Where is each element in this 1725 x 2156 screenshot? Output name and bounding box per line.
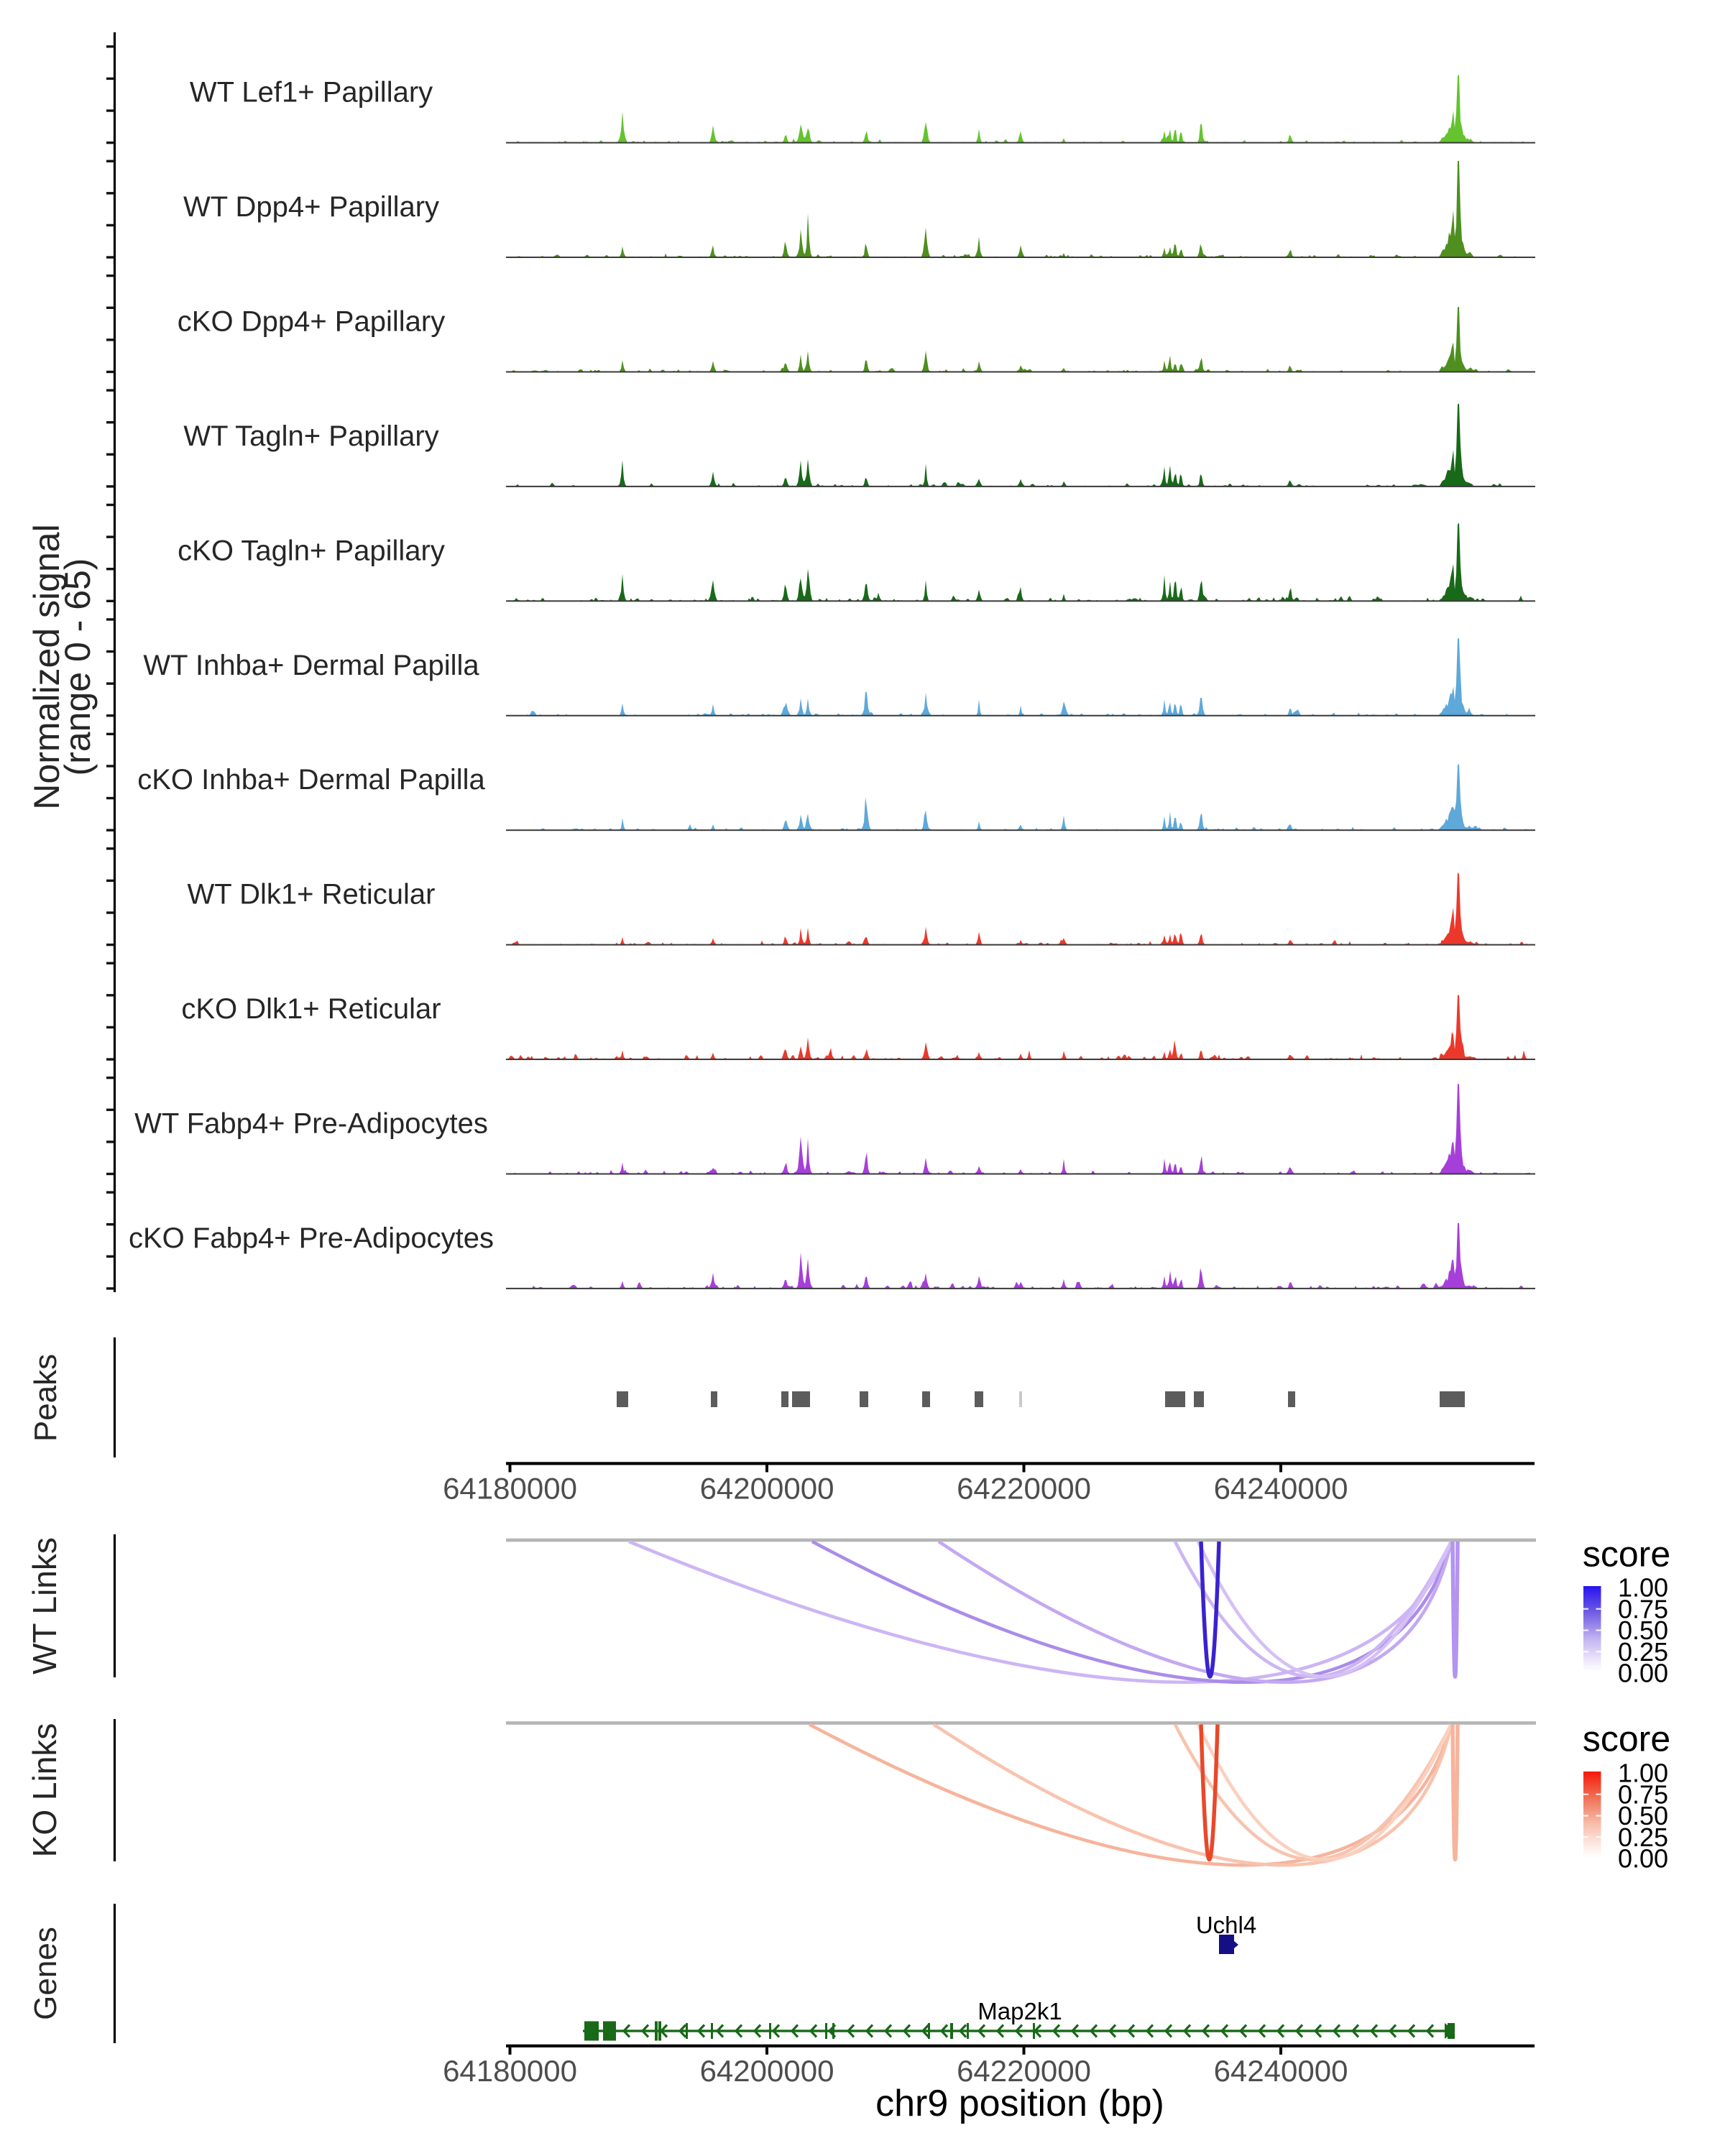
- svg-text:cKO Tagln+ Papillary: cKO Tagln+ Papillary: [178, 535, 445, 566]
- svg-text:Uchl4: Uchl4: [1196, 1912, 1256, 1938]
- svg-text:score: score: [1583, 1534, 1670, 1575]
- svg-text:WT Tagln+ Papillary: WT Tagln+ Papillary: [183, 420, 438, 452]
- svg-text:(range 0 - 65): (range 0 - 65): [58, 558, 98, 776]
- svg-text:cKO Dpp4+ Papillary: cKO Dpp4+ Papillary: [178, 305, 445, 337]
- svg-text:WT Inhba+ Dermal Papilla: WT Inhba+ Dermal Papilla: [143, 650, 479, 681]
- svg-text:1.00: 1.00: [1618, 1573, 1668, 1603]
- svg-text:0.25: 0.25: [1618, 1637, 1668, 1667]
- svg-text:WT Links: WT Links: [26, 1537, 63, 1674]
- svg-text:WT Lef1+ Papillary: WT Lef1+ Papillary: [190, 77, 433, 109]
- svg-text:0.00: 0.00: [1618, 1659, 1668, 1688]
- svg-text:WT Fabp4+ Pre-Adipocytes: WT Fabp4+ Pre-Adipocytes: [134, 1107, 488, 1139]
- svg-text:64220000: 64220000: [957, 2054, 1091, 2088]
- svg-text:Map2k1: Map2k1: [978, 1998, 1062, 2024]
- svg-text:cKO Fabp4+ Pre-Adipocytes: cKO Fabp4+ Pre-Adipocytes: [129, 1222, 494, 1254]
- svg-text:0.25: 0.25: [1618, 1823, 1668, 1852]
- svg-text:64240000: 64240000: [1214, 1471, 1348, 1505]
- svg-text:64180000: 64180000: [443, 1471, 577, 1505]
- svg-text:64200000: 64200000: [700, 1471, 834, 1505]
- svg-text:0.75: 0.75: [1618, 1779, 1668, 1809]
- svg-text:cKO Dlk1+ Reticular: cKO Dlk1+ Reticular: [181, 993, 441, 1025]
- svg-text:WT Dlk1+ Reticular: WT Dlk1+ Reticular: [188, 879, 436, 911]
- svg-text:WT Dpp4+ Papillary: WT Dpp4+ Papillary: [183, 191, 439, 223]
- svg-text:score: score: [1583, 1719, 1670, 1759]
- svg-text:Normalized signal: Normalized signal: [27, 524, 67, 809]
- svg-text:64240000: 64240000: [1214, 2054, 1348, 2088]
- svg-text:64180000: 64180000: [443, 2054, 577, 2088]
- svg-text:1.00: 1.00: [1618, 1759, 1668, 1788]
- svg-text:KO Links: KO Links: [26, 1723, 63, 1858]
- svg-text:0.50: 0.50: [1618, 1801, 1668, 1830]
- svg-text:Genes: Genes: [28, 1927, 63, 2020]
- svg-text:64220000: 64220000: [957, 1471, 1091, 1505]
- svg-text:64200000: 64200000: [700, 2054, 834, 2088]
- svg-text:cKO Inhba+ Dermal Papilla: cKO Inhba+ Dermal Papilla: [137, 764, 485, 796]
- svg-text:Peaks: Peaks: [28, 1354, 63, 1442]
- svg-text:0.00: 0.00: [1618, 1844, 1668, 1874]
- svg-text:chr9 position (bp): chr9 position (bp): [875, 2083, 1164, 2124]
- svg-text:0.50: 0.50: [1618, 1616, 1668, 1645]
- svg-text:0.75: 0.75: [1618, 1594, 1668, 1623]
